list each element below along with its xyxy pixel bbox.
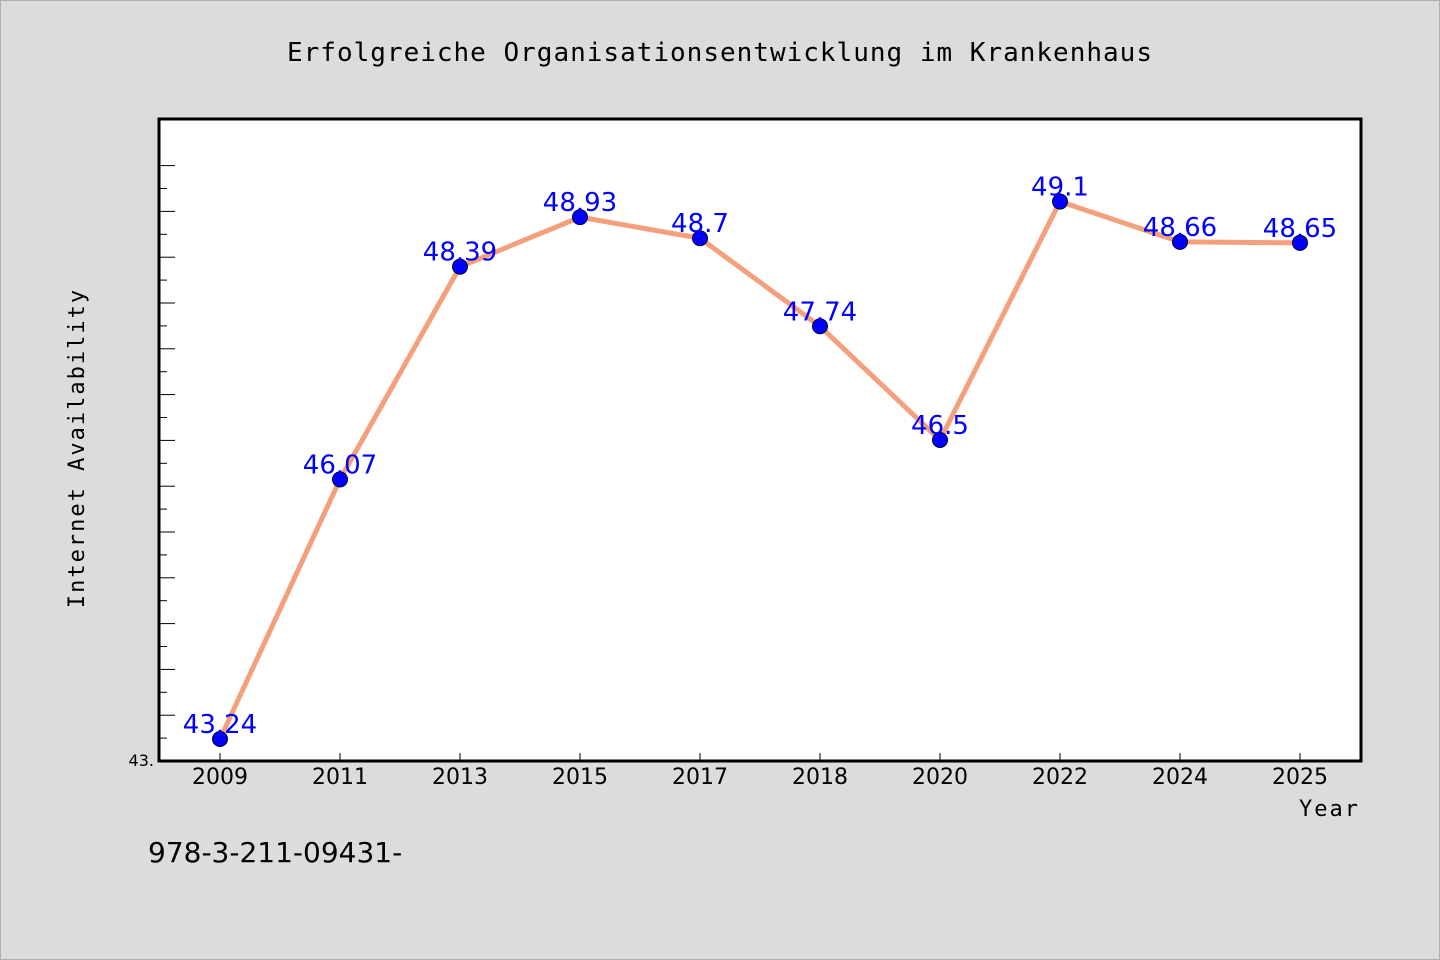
data-label: 48.93	[543, 188, 617, 218]
x-tick-label: 2013	[432, 765, 488, 790]
x-axis-tick-labels: 2009 2011 2013 2015 2017 2018 2020 2022 2024 2025	[192, 765, 1328, 790]
x-tick-label: 2025	[1272, 765, 1328, 790]
plot-area	[157, 117, 1363, 763]
data-point	[812, 318, 828, 335]
footnote-text: 978-3-211-09431-	[148, 836, 402, 869]
data-point	[1292, 234, 1308, 251]
data-point	[932, 432, 948, 448]
x-axis-ticks	[219, 753, 1301, 761]
data-point	[1172, 233, 1188, 250]
data-label: 48.65	[1263, 214, 1337, 244]
data-label: 46.07	[303, 450, 377, 480]
data-label: 48.39	[423, 238, 497, 268]
data-label: 46.5	[911, 411, 969, 441]
x-tick-label: 2017	[672, 765, 728, 790]
y-axis-minor-ticks	[159, 165, 175, 739]
x-tick-label: 2022	[1032, 765, 1088, 790]
data-point	[212, 730, 228, 747]
data-point	[332, 471, 348, 488]
y-axis-label: Internet Availability	[65, 288, 90, 608]
x-tick-label: 2020	[912, 765, 968, 790]
data-point	[572, 209, 588, 226]
data-label: 47.74	[783, 297, 857, 327]
series-line	[217, 199, 1303, 742]
x-tick-label: 2015	[552, 765, 608, 790]
x-axis-label: Year	[1299, 797, 1360, 822]
data-point	[1052, 193, 1068, 210]
data-label: 49.1	[1031, 173, 1089, 203]
x-tick-label: 2011	[312, 765, 368, 790]
data-point	[692, 230, 708, 247]
series-layer: 43.24 46.07 48.39 48.93 48.7 47.74 46.5 49.1 48.…	[183, 173, 1337, 747]
data-label: 48.7	[671, 209, 729, 239]
data-label: 48.66	[1143, 213, 1217, 243]
x-tick-label: 2009	[192, 765, 248, 790]
y-tick-label: 43.	[129, 751, 154, 770]
chart-title: Erfolgreiche Organisationsentwicklung im…	[287, 38, 1153, 68]
data-label: 43.24	[183, 710, 257, 740]
x-tick-label: 2018	[792, 765, 848, 790]
x-tick-label: 2024	[1152, 765, 1208, 790]
data-point	[452, 258, 468, 275]
